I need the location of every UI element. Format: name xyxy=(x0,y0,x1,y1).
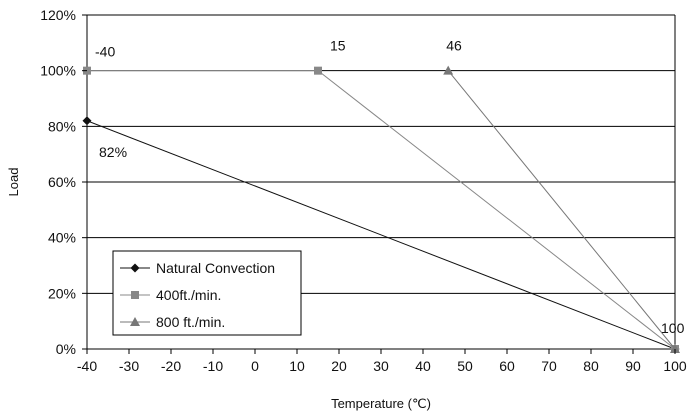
legend-marker-0 xyxy=(130,263,140,273)
annotations-layer: -40 15 46 82% 100 xyxy=(95,38,685,336)
x-tick-label-8: 40 xyxy=(415,358,431,374)
x-tick-label-4: 0 xyxy=(251,358,259,374)
x-tick-label-13: 90 xyxy=(625,358,641,374)
y-tick-label-6: 120% xyxy=(40,7,76,23)
x-tick-label-12: 80 xyxy=(583,358,599,374)
x-tick-label-3: -10 xyxy=(203,358,223,374)
legend-label-1: 400ft./min. xyxy=(156,287,221,303)
x-tick-label-6: 20 xyxy=(331,358,347,374)
series-line-0 xyxy=(86,120,676,350)
x-tick-label-7: 30 xyxy=(373,358,389,374)
x-tick-label-14: 100 xyxy=(663,358,687,374)
x-tick-label-5: 10 xyxy=(289,358,305,374)
series-0-point-0 xyxy=(82,116,92,126)
annotation-4: 100 xyxy=(661,320,685,336)
y-tick-label-3: 60% xyxy=(48,174,76,190)
x-tick-label-2: -20 xyxy=(161,358,181,374)
annotation-3: 82% xyxy=(99,144,127,160)
x-tick-label-10: 60 xyxy=(499,358,515,374)
legend-marker-1 xyxy=(131,291,139,299)
legend-marker-2 xyxy=(130,317,140,326)
annotation-0: -40 xyxy=(95,44,115,60)
annotation-2: 46 xyxy=(446,38,462,54)
series-1-point-1 xyxy=(314,66,322,75)
y-tick-label-4: 80% xyxy=(48,118,76,134)
x-axis-title: Temperature (℃) xyxy=(331,396,431,411)
x-tick-label-0: -40 xyxy=(77,358,97,374)
series-2-point-1 xyxy=(670,344,680,353)
legend-label-0: Natural Convection xyxy=(156,260,275,276)
x-tick-label-9: 50 xyxy=(457,358,473,374)
y-axis-title: Load xyxy=(6,168,21,197)
series-layer xyxy=(82,65,680,354)
legend-box xyxy=(112,250,302,336)
x-tick-label-11: 70 xyxy=(541,358,557,374)
x-tick-label-1: -30 xyxy=(119,358,139,374)
series-2-point-0 xyxy=(443,65,454,75)
legend: Natural Convection 400ft./min. 800 ft./min… xyxy=(112,250,302,336)
legend-label-2: 800 ft./min. xyxy=(156,314,225,330)
y-tick-label-0: 0% xyxy=(56,341,76,357)
annotation-1: 15 xyxy=(330,38,346,54)
series-line-2 xyxy=(447,70,676,350)
y-tick-label-1: 20% xyxy=(48,285,76,301)
y-tick-label-2: 40% xyxy=(48,230,76,246)
y-tick-label-5: 100% xyxy=(40,63,76,79)
ticks-layer: -40 -30 -20 -10 0 10 20 30 40 50 60 70 80 90 100 0% 20% 4… xyxy=(40,7,687,374)
